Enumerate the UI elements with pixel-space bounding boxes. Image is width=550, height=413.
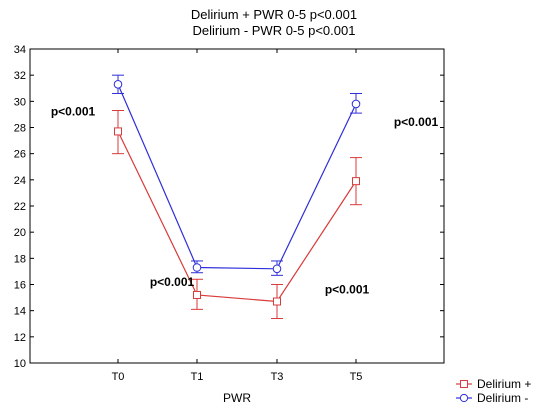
series-layer <box>112 74 362 320</box>
annotation-layer: p<0.001 p<0.001 p<0.001 p<0.001 <box>51 105 439 297</box>
y-tick-label: 14 <box>14 306 26 318</box>
y-tick-label: 30 <box>14 96 26 108</box>
data-point-square <box>273 297 281 306</box>
y-tick-label: 22 <box>14 201 26 213</box>
y-tick-label: 28 <box>14 123 26 135</box>
series-line <box>117 84 357 270</box>
x-axis-label: PWR <box>223 391 251 405</box>
legend-marker-square <box>460 380 468 388</box>
x-tick-label: T5 <box>350 371 363 383</box>
p-value-annotation: p<0.001 <box>325 283 370 297</box>
plot-area <box>29 48 445 364</box>
data-point-circle <box>192 263 202 272</box>
chart-title-line-1: Delirium + PWR 0-5 p<0.001 <box>191 7 357 22</box>
y-tick-label: 26 <box>14 149 26 161</box>
legend-item: Delirium - <box>456 391 528 405</box>
y-tick-label: 16 <box>14 280 26 292</box>
y-tick-label: 32 <box>14 70 26 82</box>
x-tick-label: T3 <box>271 371 284 383</box>
p-value-annotation: p<0.001 <box>150 275 195 289</box>
legend-label: Delirium - <box>477 391 528 405</box>
series-line <box>117 131 357 303</box>
x-tick-label: T0 <box>112 371 125 383</box>
data-point-square <box>193 290 201 299</box>
p-value-annotation: p<0.001 <box>51 105 96 119</box>
data-point-circle <box>113 80 123 89</box>
series-2 <box>112 74 362 276</box>
legend: Delirium +Delirium - <box>456 377 531 405</box>
y-tick-label: 18 <box>14 253 26 265</box>
data-point-square <box>114 127 122 136</box>
data-point-circle <box>272 264 282 274</box>
y-tick-label: 24 <box>14 175 26 187</box>
legend-label: Delirium + <box>477 377 531 391</box>
chart-title-line-2: Delirium - PWR 0-5 p<0.001 <box>193 23 356 38</box>
legend-item: Delirium + <box>456 377 531 391</box>
x-tick-label: T1 <box>191 371 204 383</box>
data-point-circle <box>351 99 361 109</box>
y-tick-label: 10 <box>14 358 26 370</box>
y-axis: 10 12 14 16 18 20 22 24 26 28 30 32 34 <box>14 44 444 370</box>
series-1 <box>112 109 362 320</box>
p-value-annotation: p<0.001 <box>394 115 439 129</box>
y-tick-label: 20 <box>14 227 26 239</box>
x-axis: T0 T1 T3 T5 <box>112 49 363 383</box>
y-tick-label: 12 <box>14 332 26 344</box>
legend-marker-circle <box>459 393 469 403</box>
y-tick-label: 34 <box>14 44 26 56</box>
data-point-square <box>352 177 360 186</box>
